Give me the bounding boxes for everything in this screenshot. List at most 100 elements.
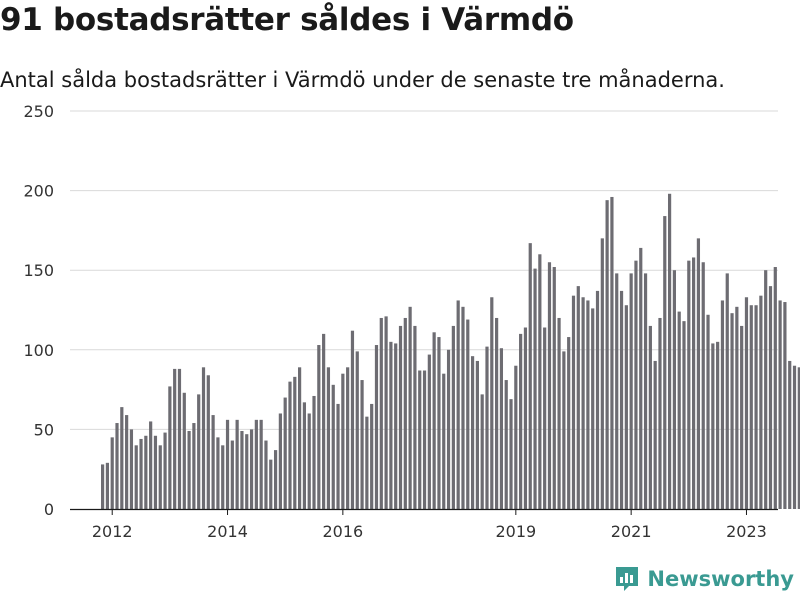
bar [716, 341, 720, 509]
bar [480, 394, 484, 509]
bar [192, 423, 196, 509]
bar [259, 419, 263, 509]
bar [355, 351, 359, 509]
bar [216, 437, 220, 509]
bar [533, 268, 537, 509]
bar [422, 370, 427, 509]
y-tick-label: 200 [23, 182, 54, 201]
bar [547, 262, 552, 509]
bar [764, 270, 768, 509]
bar [389, 341, 393, 509]
bar [144, 435, 148, 509]
bar [528, 243, 532, 509]
bar [225, 419, 230, 509]
bar [134, 445, 138, 509]
bar [374, 345, 379, 509]
bar [740, 325, 744, 509]
bar [201, 367, 206, 509]
bar [153, 435, 158, 509]
bar [783, 302, 787, 509]
bar [648, 325, 652, 509]
bar [792, 365, 797, 509]
bar [687, 260, 691, 509]
bar [173, 368, 177, 509]
bar [398, 325, 403, 509]
chart-subtitle: Antal sålda bostadsrätter i Värmdö under… [0, 68, 725, 92]
bar [788, 360, 792, 509]
bar [288, 381, 292, 509]
bar [302, 402, 307, 509]
bar [768, 286, 773, 509]
bar [269, 459, 273, 509]
bar [509, 399, 513, 509]
bar [125, 415, 129, 509]
bar [677, 311, 681, 509]
bar [418, 370, 422, 509]
chart-title: 91 bostadsrätter såldes i Värmdö [0, 2, 574, 38]
bar [595, 290, 600, 509]
bar [249, 429, 254, 509]
bar [139, 438, 143, 509]
bar [442, 373, 446, 509]
bar [158, 445, 162, 509]
bar [211, 415, 215, 509]
bar [706, 314, 710, 509]
bar [581, 297, 585, 509]
bar [413, 325, 417, 509]
bar [653, 360, 657, 509]
bar [759, 295, 763, 509]
bar [197, 394, 201, 509]
bar [797, 367, 800, 509]
bar [490, 297, 494, 509]
y-axis-ticks: 0 50 100 150 200 250 [23, 102, 54, 519]
bar [456, 300, 460, 509]
y-tick-label: 150 [23, 261, 54, 280]
x-tick-label: 2019 [495, 522, 536, 541]
bar [744, 297, 749, 509]
bar [615, 273, 619, 509]
bar [187, 430, 191, 509]
x-tick-label: 2023 [726, 522, 767, 541]
bar [110, 437, 114, 509]
bar [432, 332, 436, 509]
bar [562, 351, 566, 509]
bar [341, 373, 345, 509]
bar [730, 313, 734, 509]
y-tick-label: 250 [23, 102, 54, 121]
bar [115, 423, 119, 509]
bar [519, 333, 523, 509]
bar [149, 421, 153, 509]
bar [206, 375, 210, 509]
bar [278, 413, 282, 509]
bar [571, 295, 576, 509]
bar [326, 367, 331, 509]
chart-bars [101, 193, 800, 510]
bar [461, 306, 465, 509]
bar [120, 407, 124, 509]
bar [336, 403, 340, 509]
bar [749, 305, 753, 509]
bar [586, 300, 590, 509]
bar [720, 300, 725, 509]
bar [101, 464, 105, 509]
newsworthy-logo-icon [616, 567, 639, 591]
bar [543, 327, 547, 509]
bar [177, 368, 182, 509]
bar [221, 445, 225, 509]
bar [658, 317, 662, 509]
bar [408, 306, 412, 509]
bar [485, 346, 489, 509]
bar [163, 432, 167, 509]
bar [168, 386, 172, 509]
y-tick-label: 0 [44, 500, 54, 519]
bar [591, 308, 595, 509]
bar [365, 416, 369, 509]
bar [254, 419, 258, 509]
bar [682, 321, 686, 509]
bar [331, 384, 335, 509]
bar [552, 267, 556, 509]
bar [346, 367, 350, 509]
bar [298, 367, 302, 509]
bar [514, 365, 518, 509]
